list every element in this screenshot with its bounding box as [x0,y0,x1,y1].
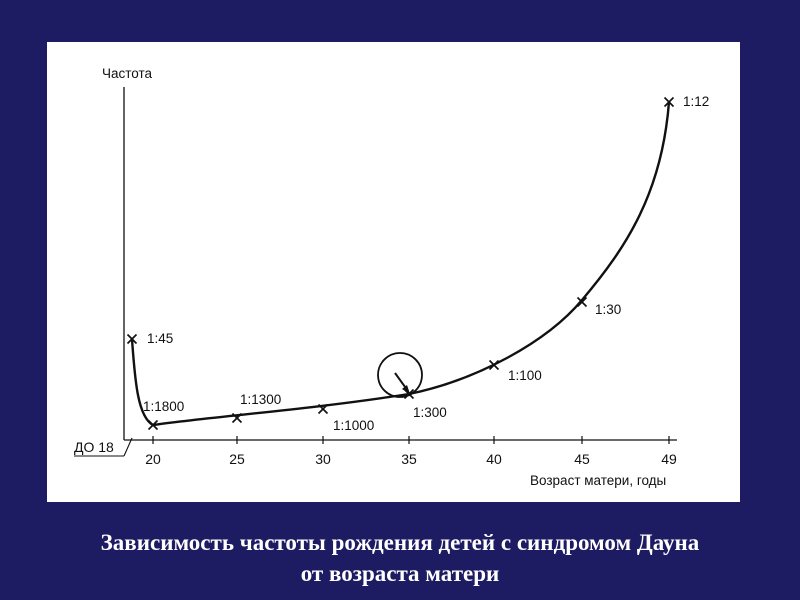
x-tick-label: 49 [661,451,677,467]
data-label: 1:100 [508,368,542,383]
x-tick-label: 40 [486,451,502,467]
data-curve [130,101,671,427]
caption-line-2: от возраста матери [300,561,500,586]
data-point-marker [576,296,588,308]
x-tick-label: 45 [574,451,590,467]
x-tick-under18-connector [123,437,133,457]
x-tick-label: 30 [315,451,331,467]
x-tick-label: 35 [401,451,417,467]
data-point-marker [317,403,329,415]
x-ticks: 20 25 30 35 40 45 49 [145,436,677,467]
data-label: 1:1000 [333,418,374,433]
highlight-circle [377,352,423,398]
data-label: 1:12 [683,94,709,109]
highlight-arrowhead [402,385,410,394]
data-point-marker [663,96,675,108]
chart-svg: Частота Возраст матери, годы ДО 18 20 25 3… [74,66,709,488]
data-point-marker [147,419,159,431]
data-labels: 1:45 1:1800 1:1300 1:1000 1:300 1:100 1:30 1:12 [143,94,709,433]
data-markers [126,96,675,431]
data-point-marker [488,359,500,371]
caption-line-1: Зависимость частоты рождения детей с син… [100,530,700,555]
x-axis-label: Возраст матери, годы [530,473,666,488]
data-point-marker [231,412,243,424]
chart-panel: Частота Возраст матери, годы ДО 18 20 25 3… [47,42,740,502]
x-tick-label-under18: ДО 18 [74,439,114,455]
x-tick-label: 25 [229,451,245,467]
data-label: 1:1800 [143,399,184,414]
data-label: 1:30 [595,302,621,317]
y-axis-label: Частота [102,66,153,81]
data-label: 1:300 [413,405,447,420]
x-tick-label: 20 [145,451,161,467]
data-point-marker [126,333,138,345]
data-label: 1:1300 [240,392,281,407]
data-label: 1:45 [147,331,173,346]
slide-caption: Зависимость частоты рождения детей с син… [0,527,800,589]
